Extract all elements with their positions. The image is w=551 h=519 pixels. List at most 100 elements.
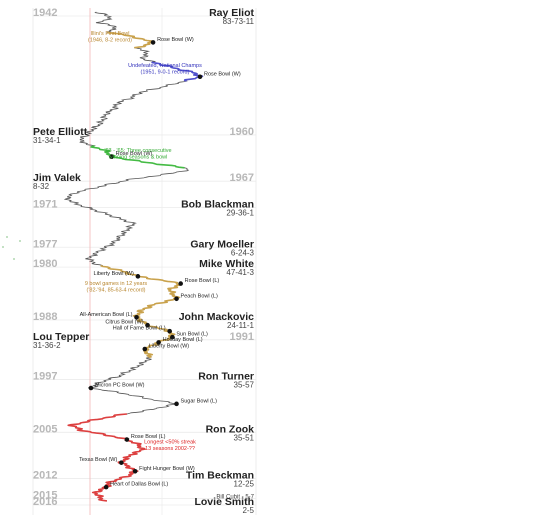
bowl-label: Liberty Bowl (W) <box>94 271 135 277</box>
bowl-marker <box>156 340 161 345</box>
highlight-segment <box>151 61 204 82</box>
bowl-marker <box>178 281 183 286</box>
coach-record: 12-25 <box>234 480 255 489</box>
year-label: 1967 <box>230 172 254 184</box>
year-label: 1971 <box>33 199 57 211</box>
bowl-label: Rose Bowl (W) <box>157 37 194 43</box>
stray-dot <box>2 246 4 248</box>
bowl-marker <box>174 296 179 302</box>
coach-record: 35-57 <box>234 380 255 389</box>
bowl-label: Micron PC Bowl (W) <box>95 383 145 389</box>
bowl-label: Sun Bowl (L) <box>176 332 208 338</box>
year-label: 2015 <box>33 489 57 501</box>
bowl-label: Rose Bowl (W) <box>204 71 241 77</box>
coach-record: 2-5 <box>242 506 254 515</box>
coach-record: 6-24-3 <box>231 248 255 257</box>
year-label: 2012 <box>33 470 57 482</box>
year-label: 1980 <box>33 258 57 270</box>
bowl-marker <box>174 401 179 407</box>
bowl-marker <box>167 328 172 334</box>
bowl-marker <box>142 346 148 352</box>
bowl-label: Rose Bowl (L) <box>131 434 166 440</box>
coach-name: Lou Tepper <box>33 331 89 343</box>
year-label: 2005 <box>33 423 57 435</box>
bowl-label: Sugar Bowl (L) <box>181 398 218 404</box>
year-label: 1960 <box>230 126 254 138</box>
coach-record: 8-32 <box>33 182 50 191</box>
coach-record: 29-36-1 <box>226 209 254 218</box>
annotation-line: (1946, 8-2 record) <box>88 38 132 44</box>
bowl-label: Peach Bowl (L) <box>181 293 218 299</box>
coach-name: Ray Eliot <box>209 7 254 19</box>
year-label: 1991 <box>230 331 254 343</box>
annotation-line: 13 seasons 2002-?? <box>145 446 195 452</box>
coach-record: 24-11-1 <box>227 321 255 330</box>
highlight-segments <box>67 31 204 502</box>
bowl-marker <box>145 322 150 328</box>
stray-dot <box>19 240 21 242</box>
record-line <box>63 11 204 502</box>
bowl-marker <box>88 385 94 391</box>
year-bands <box>33 15 256 506</box>
bowl-label: Rose Bowl (W) <box>116 151 153 157</box>
coach-record: 31-34-1 <box>33 136 61 145</box>
coach-name: John Mackovic <box>179 311 254 323</box>
bowl-label: Citrus Bowl (W) <box>105 320 143 326</box>
coach-name: Ron Zook <box>206 423 255 435</box>
coach-inline-label: Bill Cubit - 5-7 <box>216 494 254 500</box>
coach-name: Tim Beckman <box>186 470 254 482</box>
coach-record: 35-51 <box>234 433 255 442</box>
coach-name: Gary Moeller <box>190 238 254 250</box>
bowl-marker <box>124 437 130 442</box>
year-label: 1997 <box>33 370 57 382</box>
bowl-label: Heart of Dallas Bowl (L) <box>110 482 168 488</box>
year-label: 1977 <box>33 238 57 250</box>
year-and-coach-labels: 1942 1960 1967 1971 1977 1980 1988 1991 1997 2005… <box>33 7 255 515</box>
annotation-line: Longest <50% streak <box>144 440 196 446</box>
bowl-label: Rose Bowl (L) <box>185 278 220 284</box>
coach-name: Bob Blackman <box>181 199 254 211</box>
coach-name: Mike White <box>199 258 254 270</box>
annotation-line: 9 bowl games in 12 years <box>85 281 148 287</box>
bowl-label: Hall of Fame Bowl (L) <box>113 326 166 332</box>
bowl-label: Holiday Bowl (L) <box>163 337 203 343</box>
coach-name: Lovie Smith <box>194 496 254 508</box>
bowl-marker <box>134 314 139 320</box>
bowl-marker <box>197 74 203 80</box>
stray-dot <box>6 236 8 238</box>
bowl-markers: Rose Bowl (W) Rose Bowl (W) Rose Bowl (W) L… <box>79 37 241 490</box>
bowl-marker <box>119 460 124 465</box>
year-label: 1942 <box>33 7 57 19</box>
coach-name: Pete Elliott <box>33 126 88 138</box>
annotation-line: '63 - '65: Three consecutive <box>104 148 171 154</box>
stray-dot <box>13 258 15 260</box>
bowl-marker <box>132 468 138 474</box>
annotations: Illini's First Bowl(1946, 8-2 record) Und… <box>85 31 202 452</box>
coach-name: Jim Valek <box>33 172 81 184</box>
bowl-marker <box>150 40 156 45</box>
bowl-label: Texas Bowl (W) <box>79 457 117 463</box>
bowl-marker <box>109 154 114 160</box>
bowl-label: All-American Bowl (L) <box>80 312 133 318</box>
annotation-line: (1951, 9-0-1 record) <box>141 69 190 75</box>
coach-name: Ron Turner <box>198 370 254 382</box>
annotation-line: winning seasons & bowl <box>108 155 168 161</box>
stray-dots <box>2 236 21 260</box>
annotation-line: Undefeated, National Champs <box>128 63 202 69</box>
coach-record: 47-41-3 <box>226 268 254 277</box>
annotation-line: Illini's First Bowl <box>91 31 130 37</box>
highlight-segment <box>67 413 146 502</box>
year-label: 2016 <box>33 496 57 508</box>
bowl-label: Fight Hunger Bowl (W) <box>139 466 195 472</box>
bowl-label: Liberty Bowl (W) <box>149 344 190 350</box>
highlight-segment <box>107 31 154 49</box>
season-trace <box>63 11 204 502</box>
annotation-line: ('82-'94, 85-63-4 record) <box>87 287 146 293</box>
bowl-marker <box>170 334 175 340</box>
bowl-marker <box>103 484 109 490</box>
bowl-marker <box>135 274 141 279</box>
year-label: 1988 <box>33 311 57 323</box>
coach-record: 83-73-11 <box>223 17 255 26</box>
coach-record: 31-36-2 <box>33 341 61 350</box>
